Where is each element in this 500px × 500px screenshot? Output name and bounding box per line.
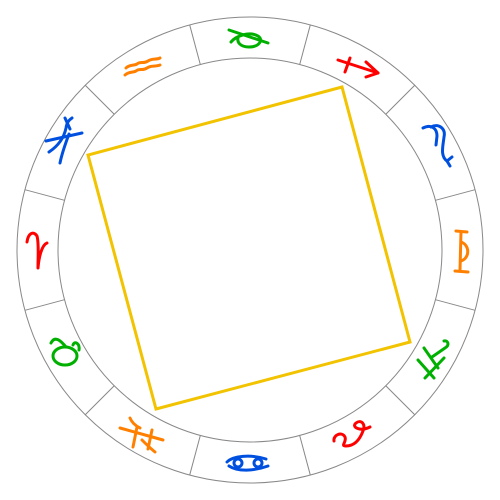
sign-divider-line bbox=[189, 435, 201, 476]
sign-divider-line bbox=[435, 299, 476, 311]
pisces-glyph-icon bbox=[44, 116, 84, 165]
gemini-glyph-icon bbox=[118, 416, 165, 454]
outer-ring bbox=[16, 16, 484, 484]
sign-divider-line bbox=[24, 299, 65, 311]
sign-divider-line bbox=[299, 24, 311, 65]
taurus-glyph-icon bbox=[49, 337, 81, 367]
sign-divider-line bbox=[84, 84, 115, 115]
sign-divider-line bbox=[189, 24, 201, 65]
sagittarius-glyph-icon bbox=[336, 56, 380, 79]
sign-divider-line bbox=[84, 385, 115, 416]
sign-dividers bbox=[24, 24, 476, 476]
inner-ring bbox=[57, 57, 443, 443]
sign-divider-line bbox=[385, 84, 416, 115]
sign-divider-line bbox=[299, 435, 311, 476]
aries-glyph-icon bbox=[25, 231, 49, 270]
aspect-square bbox=[86, 85, 412, 411]
sign-divider-line bbox=[385, 385, 416, 416]
cancer-glyph-icon bbox=[225, 454, 270, 472]
libra-glyph-icon bbox=[453, 229, 470, 274]
sign-divider-line bbox=[435, 189, 476, 201]
virgo-glyph-icon bbox=[416, 339, 450, 380]
leo-glyph-icon bbox=[332, 420, 372, 448]
scorpio-glyph-icon bbox=[421, 124, 454, 168]
sign-divider-line bbox=[24, 189, 65, 201]
aquarius-glyph-icon bbox=[123, 56, 162, 77]
capricorn-glyph-icon bbox=[227, 28, 270, 49]
